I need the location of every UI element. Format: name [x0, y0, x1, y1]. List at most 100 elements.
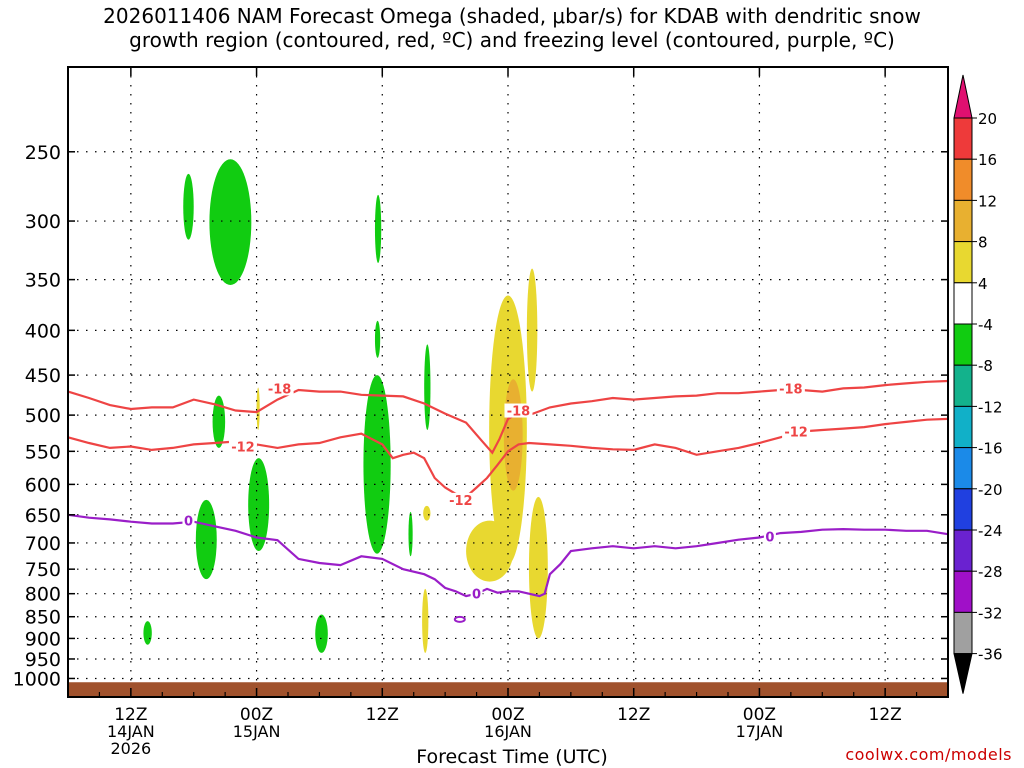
colorbar-label: -16	[978, 440, 1003, 458]
omega-region	[195, 499, 217, 580]
contour-label: -12	[231, 440, 255, 455]
colorbar-band	[953, 199, 973, 243]
omega-region	[408, 511, 413, 557]
contour-label-bg	[265, 381, 294, 396]
omega-region	[315, 614, 328, 653]
y-tick-label: 300	[25, 211, 61, 233]
title-line-2: growth region (contoured, red, ºC) and f…	[129, 28, 895, 52]
colorbar-label: -8	[978, 357, 993, 375]
y-tick-label: 400	[25, 320, 61, 342]
omega-region	[143, 621, 152, 645]
colorbar-label: -12	[978, 398, 1003, 416]
omega-region	[209, 159, 252, 286]
contour-label-bg	[446, 492, 475, 507]
x-tick-date-label: 14JAN	[107, 722, 155, 741]
x-tick-year-label: 2026	[110, 739, 151, 758]
omega-region	[503, 379, 523, 491]
y-tick-label: 650	[25, 505, 61, 527]
colorbar-band	[953, 158, 973, 201]
colorbar-band	[953, 117, 973, 160]
omega-region	[212, 395, 226, 448]
y-tick-label: 1000	[13, 668, 61, 690]
omega-region	[183, 173, 194, 240]
x-tick-date-label: 16JAN	[484, 722, 532, 741]
colorbar-label: -24	[978, 522, 1003, 540]
y-tick-label: 250	[25, 142, 61, 164]
colorbar-label: -28	[978, 563, 1003, 581]
contour-label: -18	[779, 382, 803, 397]
colorbar-bottom-arrow	[953, 653, 973, 694]
y-tick-label: 850	[25, 607, 61, 629]
x-tick-label: 00Z	[240, 705, 273, 725]
y-tick-label: 800	[25, 584, 61, 606]
omega-region	[422, 588, 429, 653]
x-tick-label: 12Z	[617, 705, 650, 725]
contour-label: -18	[507, 405, 531, 420]
x-tick-label: 00Z	[743, 705, 776, 725]
colorbar-label: 4	[978, 275, 988, 293]
x-axis-label: Forecast Time (UTC)	[416, 746, 608, 768]
colorbar-band	[953, 447, 973, 490]
colorbar-label: 8	[978, 234, 988, 252]
chart-title: 2026011406 NAM Forecast Omega (shaded, μ…	[0, 4, 1024, 52]
colorbar-band	[953, 570, 973, 613]
credit-text: coolwx.com/models	[845, 745, 1012, 764]
omega-region	[424, 344, 431, 431]
colorbar-label: -36	[978, 646, 1003, 664]
omega-region	[374, 194, 382, 263]
contour-label: 0	[765, 530, 774, 545]
colorbar-band	[953, 364, 973, 407]
y-tick-label: 600	[25, 474, 61, 496]
x-tick-date-label: 15JAN	[233, 722, 281, 741]
contour-label-bg	[504, 403, 533, 418]
colorbar-label: 12	[978, 192, 997, 210]
contour-label: -12	[784, 425, 808, 440]
y-tick-label: 950	[25, 649, 61, 671]
contour-label: 0	[472, 588, 481, 603]
colorbar-label: -20	[978, 481, 1003, 499]
omega-region	[528, 496, 548, 639]
colorbar-band	[953, 241, 973, 284]
colorbar-label: -32	[978, 604, 1003, 622]
y-tick-label: 450	[25, 365, 61, 387]
contour-label-bg	[182, 513, 195, 528]
omega-shading-layer	[143, 159, 548, 653]
y-tick-label: 500	[25, 405, 61, 427]
contour-label-bg	[763, 529, 776, 544]
omega-region	[466, 520, 514, 582]
colorbar-band	[953, 405, 973, 449]
contour-label: -18	[268, 382, 292, 397]
contour-label-bg	[470, 586, 483, 601]
grid-layer	[68, 67, 948, 697]
isolated-contour	[453, 615, 466, 623]
omega-region	[248, 458, 270, 552]
x-tick-label: 12Z	[114, 705, 147, 725]
colorbar-label: -4	[978, 316, 993, 334]
y-tick-label: 550	[25, 441, 61, 463]
contour-layer: -18 -18 -18 -12 -12 -12 0 0 0	[67, 379, 949, 623]
colorbar-label: 16	[978, 151, 997, 169]
omega-region	[423, 505, 431, 521]
colorbar-band	[953, 282, 973, 325]
contour-label-bg	[228, 439, 257, 454]
contour-label-bg	[776, 381, 805, 396]
y-tick-label: 700	[25, 533, 61, 555]
contour-label-bg	[782, 424, 811, 439]
omega-region	[256, 387, 260, 431]
colorbar-band	[953, 488, 973, 531]
y-tick-label: 750	[25, 559, 61, 581]
y-tick-label: 350	[25, 270, 61, 292]
omega-region	[526, 268, 538, 392]
x-tick-label: 12Z	[869, 705, 902, 725]
colorbar-top-arrow	[953, 74, 973, 119]
colorbar-band	[953, 611, 973, 655]
x-tick-label: 00Z	[491, 705, 524, 725]
x-tick-label: 12Z	[366, 705, 399, 725]
colorbar-band	[953, 323, 973, 366]
contour-label: 0	[184, 515, 193, 530]
colorbar-label: 20	[978, 110, 997, 128]
colorbar: 20 16 12 8 4 -4 -8 -12 -16 -20 -24 -28 -32 -36	[953, 74, 1003, 694]
omega-region	[374, 320, 381, 358]
